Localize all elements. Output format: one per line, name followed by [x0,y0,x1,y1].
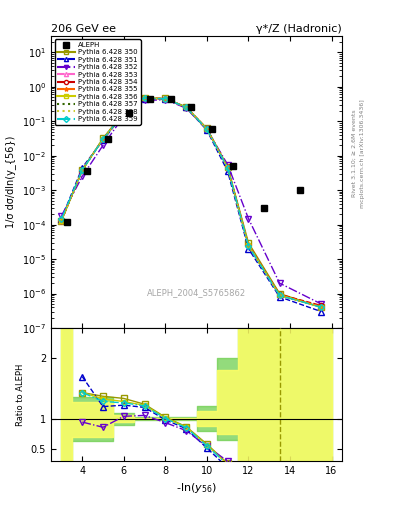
Text: γ*/Z (Hadronic): γ*/Z (Hadronic) [256,24,342,34]
X-axis label: -ln($y_{56}$): -ln($y_{56}$) [176,481,217,495]
Text: ALEPH_2004_S5765862: ALEPH_2004_S5765862 [147,288,246,297]
Y-axis label: 1/σ dσ/dln(y_{56}): 1/σ dσ/dln(y_{56}) [6,136,17,228]
Text: mcplots.cern.ch [arXiv:1306.3436]: mcplots.cern.ch [arXiv:1306.3436] [360,99,365,208]
Legend: ALEPH, Pythia 6.428 350, Pythia 6.428 351, Pythia 6.428 352, Pythia 6.428 353, P: ALEPH, Pythia 6.428 350, Pythia 6.428 35… [55,39,141,125]
Text: 206 GeV ee: 206 GeV ee [51,24,116,34]
Text: Rivet 3.1.10; ≥ 2.6M events: Rivet 3.1.10; ≥ 2.6M events [352,110,357,198]
Y-axis label: Ratio to ALEPH: Ratio to ALEPH [16,363,25,425]
